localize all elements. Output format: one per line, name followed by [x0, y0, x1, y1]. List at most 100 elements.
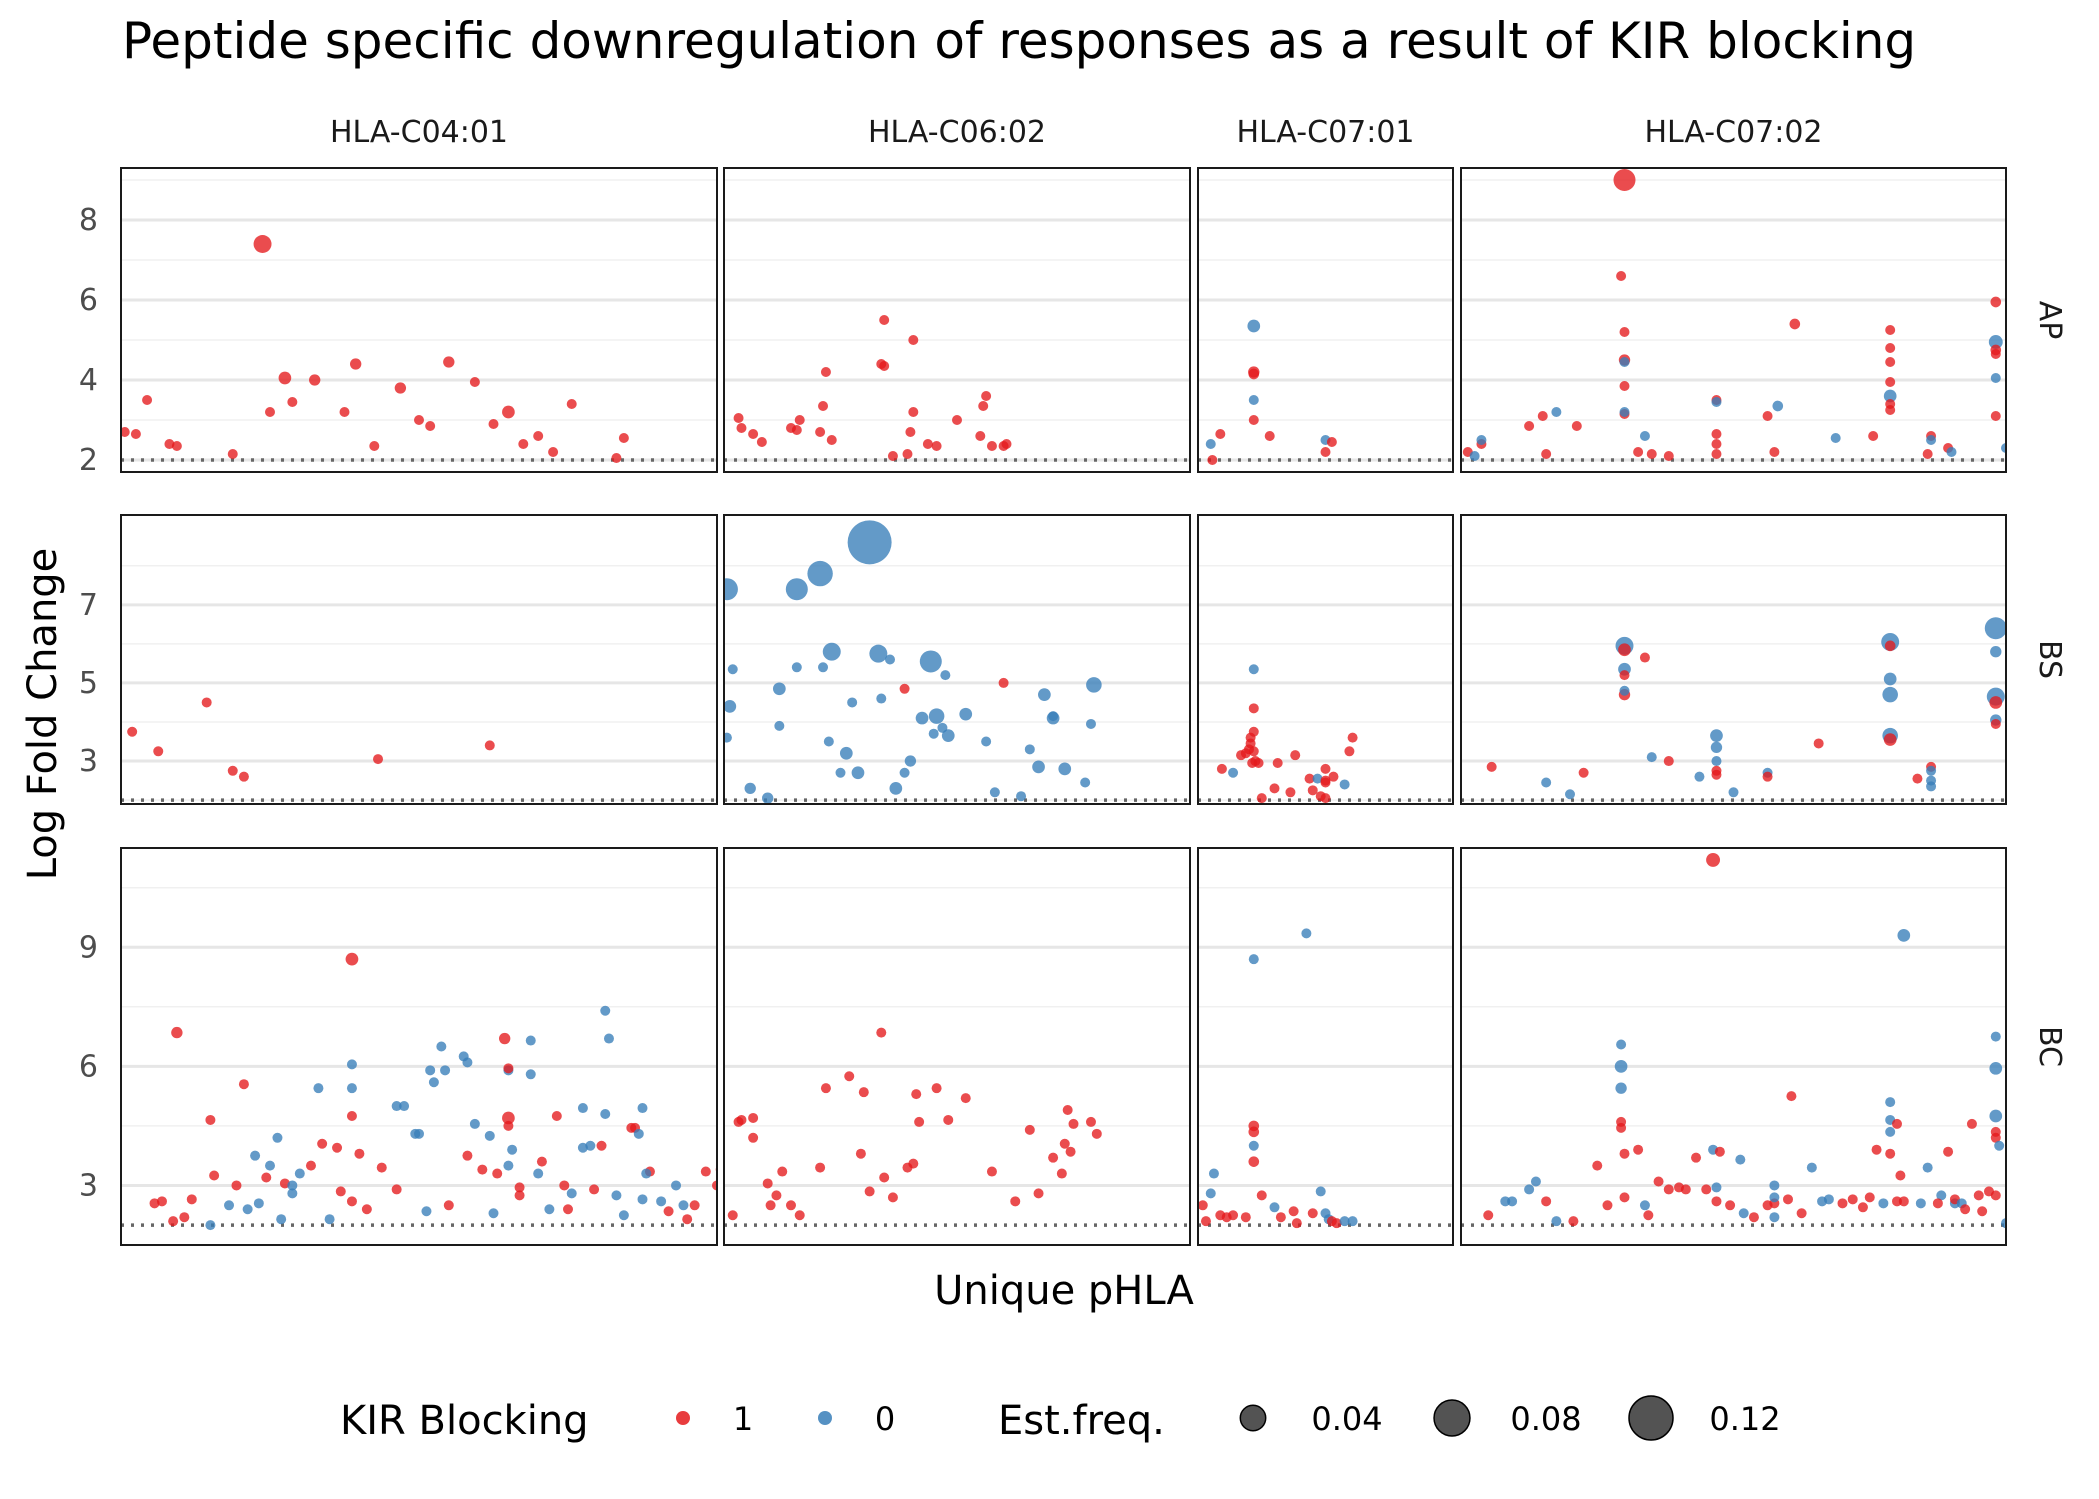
data-point	[1619, 670, 1630, 681]
data-point	[682, 1214, 693, 1225]
data-point	[1248, 726, 1259, 737]
data-point	[1619, 1148, 1630, 1159]
data-point	[736, 423, 747, 433]
data-point	[186, 1194, 197, 1205]
data-point	[885, 654, 896, 665]
data-point	[1248, 368, 1260, 380]
legend-size-title: Est.freq.	[998, 1398, 1165, 1444]
data-point	[428, 1077, 439, 1088]
data-point	[879, 1172, 890, 1183]
data-point	[488, 419, 499, 429]
data-point	[1247, 319, 1261, 333]
data-point	[858, 1087, 869, 1098]
data-point	[633, 1128, 644, 1139]
data-point	[1990, 718, 2001, 729]
panel-border	[1197, 514, 1454, 805]
data-point	[1571, 421, 1582, 431]
data-point	[864, 1186, 875, 1197]
data-point	[227, 449, 238, 459]
data-point	[1663, 1184, 1674, 1195]
data-point	[736, 1114, 747, 1125]
data-point	[1882, 686, 1898, 703]
data-point	[611, 1190, 622, 1201]
data-point	[820, 367, 831, 377]
data-point	[989, 787, 1000, 798]
data-point	[1307, 785, 1318, 796]
data-point	[727, 664, 738, 675]
data-point	[533, 1168, 544, 1179]
data-point	[1973, 1190, 1984, 1201]
data-point	[276, 1214, 287, 1225]
data-point	[1085, 718, 1096, 729]
data-point	[1033, 1188, 1044, 1199]
data-point	[618, 1210, 629, 1221]
data-point	[902, 449, 913, 459]
data-point	[981, 736, 992, 747]
data-point	[502, 1111, 515, 1125]
data-point	[1966, 1118, 1977, 1129]
facet-strip-hla-c04-01: HLA-C04:01	[330, 115, 508, 150]
data-point	[458, 1051, 469, 1062]
data-point	[839, 746, 853, 760]
data-point	[771, 1190, 782, 1201]
data-point	[1977, 1206, 1988, 1217]
data-point	[153, 746, 164, 757]
data-point	[287, 397, 298, 407]
data-point	[975, 431, 986, 441]
data-point	[1884, 640, 1896, 652]
data-point	[876, 693, 887, 704]
data-point	[1616, 1122, 1627, 1133]
data-point	[1885, 1097, 1896, 1108]
data-point	[1619, 381, 1630, 391]
data-point	[1331, 1218, 1342, 1229]
data-point	[287, 1188, 298, 1199]
data-point	[1706, 852, 1721, 867]
data-point	[1943, 1146, 1954, 1157]
data-point	[544, 1204, 555, 1215]
data-point	[1272, 757, 1283, 768]
data-point	[772, 682, 786, 696]
data-point	[345, 952, 359, 966]
data-point	[887, 1192, 898, 1203]
data-point	[1892, 1118, 1902, 1129]
facet-strip-hla-c07-01: HLA-C07:01	[1236, 115, 1414, 150]
data-point	[1885, 377, 1896, 387]
data-point	[756, 437, 767, 447]
data-point	[986, 1166, 997, 1177]
data-point	[130, 429, 141, 439]
data-point	[1990, 1031, 2001, 1042]
data-point	[1524, 421, 1535, 431]
panel-ap-hla-c07-02	[1460, 167, 2007, 473]
data-point	[1701, 1184, 1712, 1195]
points	[1198, 928, 1358, 1229]
data-point	[514, 1190, 525, 1201]
data-point	[1618, 643, 1631, 657]
data-point	[1614, 1059, 1628, 1073]
data-point	[1245, 738, 1256, 749]
data-point	[1537, 411, 1548, 421]
panel-bs-hla-c06-02	[723, 514, 1191, 805]
data-point	[1476, 435, 1487, 445]
data-point	[1304, 773, 1315, 784]
panel-bs-hla-c07-02	[1460, 514, 2007, 805]
data-point	[242, 1204, 253, 1215]
y-tick-label: 3	[79, 744, 98, 779]
data-point	[1048, 1152, 1059, 1163]
data-point	[309, 374, 321, 386]
data-point	[1922, 1162, 1933, 1173]
data-point	[305, 1160, 316, 1171]
data-point	[826, 435, 837, 445]
data-point	[399, 1101, 410, 1112]
data-point	[1315, 1186, 1326, 1197]
facet-strip-hla-c06-02: HLA-C06:02	[868, 115, 1046, 150]
data-point	[224, 1200, 235, 1211]
data-point	[904, 755, 917, 767]
data-point	[1080, 777, 1091, 788]
data-point	[794, 1210, 805, 1221]
data-point	[1946, 447, 1957, 457]
data-point	[1960, 1204, 1971, 1215]
data-point	[376, 1162, 387, 1173]
data-point	[603, 1033, 614, 1044]
points	[121, 235, 629, 463]
data-point	[1486, 761, 1497, 772]
